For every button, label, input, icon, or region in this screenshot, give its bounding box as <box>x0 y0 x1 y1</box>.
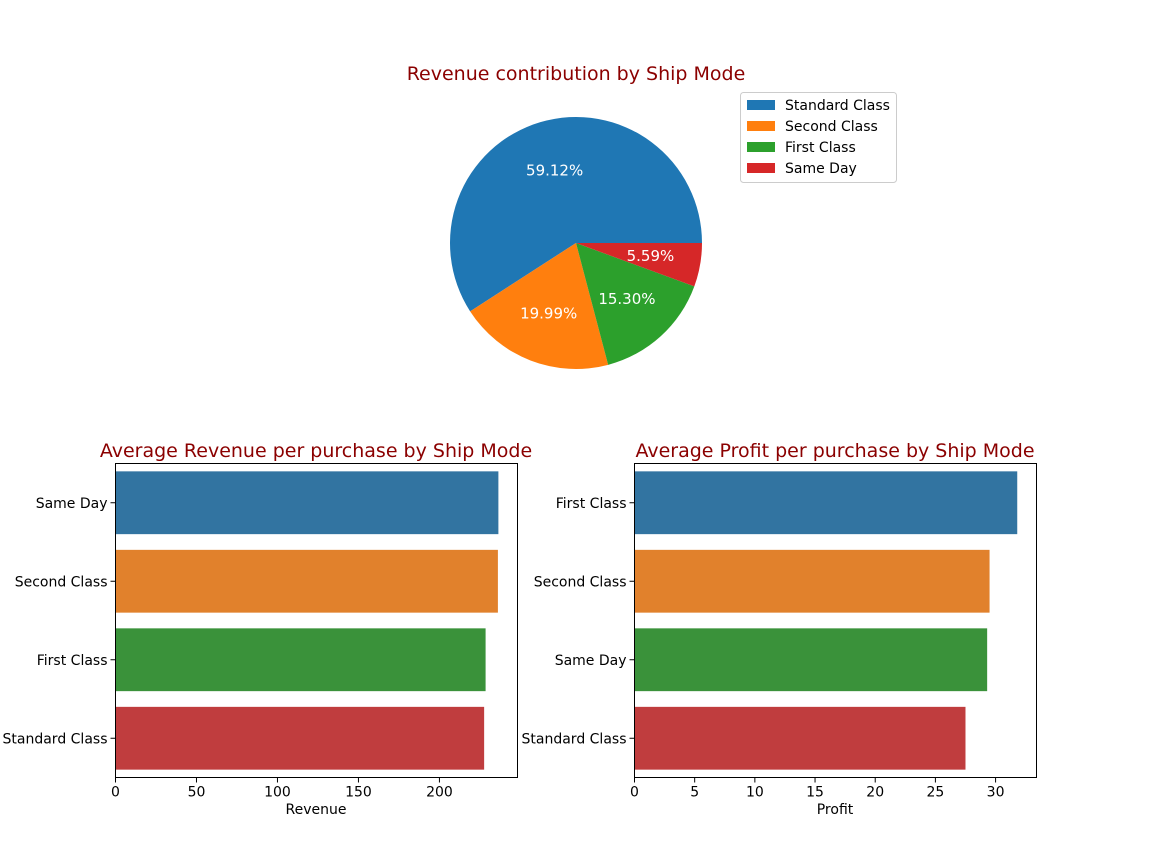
revenue-bar-same-day <box>115 471 499 535</box>
profit-y-tick-label-standard-class: Standard Class <box>522 731 627 747</box>
profit-bar-same-day <box>634 628 988 692</box>
profit-x-tick-label: 15 <box>806 785 824 801</box>
legend-label-first-class: First Class <box>785 140 856 156</box>
pie-percent-label-standard-class: 59.12% <box>526 161 583 179</box>
legend-swatch-same-day <box>747 163 775 173</box>
revenue-x-tick-label: 100 <box>264 785 291 801</box>
bar-chart-profit: Average Profit per purchase by Ship Mode… <box>522 440 1037 818</box>
profit-axes-frame <box>634 463 1037 778</box>
revenue-x-tick-label: 200 <box>426 785 453 801</box>
profit-chart-title: Average Profit per purchase by Ship Mode <box>635 440 1034 462</box>
revenue-x-tick-label: 150 <box>345 785 372 801</box>
legend-label-same-day: Same Day <box>785 161 857 177</box>
profit-bar-standard-class <box>634 706 966 770</box>
pie-percent-label-second-class: 19.99% <box>520 304 577 322</box>
pie-slice-same-day <box>576 243 702 287</box>
pie-slice-standard-class <box>450 117 702 312</box>
revenue-x-tick-label: 0 <box>111 785 120 801</box>
revenue-y-tick-label-standard-class: Standard Class <box>3 731 108 747</box>
pie-labels: 59.12% 19.99% 15.30% 5.59% <box>520 161 674 322</box>
revenue-bar-standard-class <box>115 706 485 770</box>
legend-swatch-standard-class <box>747 100 775 110</box>
revenue-axes: Same Day Second Class First Class Standard … <box>3 463 518 801</box>
revenue-y-tick-label-second-class: Second Class <box>15 574 108 590</box>
profit-bars <box>634 471 1018 770</box>
legend-label-second-class: Second Class <box>785 119 878 135</box>
legend-frame <box>740 92 897 183</box>
revenue-bars <box>115 471 499 770</box>
revenue-bar-second-class <box>115 549 498 613</box>
revenue-y-tick-label-same-day: Same Day <box>36 496 108 512</box>
pie-slice-second-class <box>470 243 609 369</box>
revenue-chart-title: Average Revenue per purchase by Ship Mod… <box>100 440 532 462</box>
pie-slices <box>450 117 702 369</box>
profit-x-tick-label: 0 <box>630 785 639 801</box>
bar-chart-revenue: Average Revenue per purchase by Ship Mod… <box>3 440 533 818</box>
profit-y-tick-label-same-day: Same Day <box>555 653 627 669</box>
profit-x-axis-label: Profit <box>817 802 854 818</box>
legend-swatch-first-class <box>747 142 775 152</box>
revenue-x-tick-label: 50 <box>188 785 206 801</box>
profit-x-tick-label: 25 <box>926 785 944 801</box>
pie-percent-label-same-day: 5.59% <box>627 247 675 265</box>
profit-y-tick-label-first-class: First Class <box>556 496 627 512</box>
revenue-x-axis-label: Revenue <box>286 802 347 818</box>
revenue-bar-first-class <box>115 628 486 692</box>
profit-axes: First Class Second Class Same Day Standard … <box>522 463 1037 801</box>
pie-slice-first-class <box>576 243 695 365</box>
profit-x-tick-label: 5 <box>690 785 699 801</box>
pie-percent-label-first-class: 15.30% <box>598 290 655 308</box>
revenue-y-tick-label-first-class: First Class <box>37 653 108 669</box>
profit-y-tick-label-second-class: Second Class <box>534 574 627 590</box>
profit-bar-first-class <box>634 471 1018 535</box>
profit-bar-second-class <box>634 549 990 613</box>
pie-legend: Standard Class Second Class First Class Sam… <box>740 92 897 183</box>
profit-x-tick-label: 30 <box>987 785 1005 801</box>
legend-label-standard-class: Standard Class <box>785 98 890 114</box>
profit-x-tick-label: 10 <box>746 785 764 801</box>
profit-x-tick-label: 20 <box>866 785 884 801</box>
pie-chart: Revenue contribution by Ship Mode 59.12%… <box>407 63 897 369</box>
revenue-axes-frame <box>115 463 518 778</box>
legend-swatch-second-class <box>747 121 775 131</box>
pie-title: Revenue contribution by Ship Mode <box>407 63 746 85</box>
